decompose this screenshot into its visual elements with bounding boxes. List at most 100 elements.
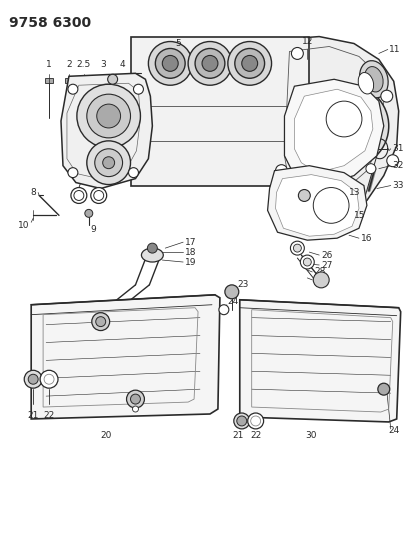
Circle shape: [303, 258, 311, 266]
Text: 3: 3: [100, 60, 105, 69]
Circle shape: [313, 188, 349, 223]
Text: 14: 14: [317, 194, 329, 203]
Polygon shape: [295, 89, 373, 173]
Circle shape: [188, 42, 232, 85]
Text: 24: 24: [228, 297, 239, 306]
Text: 24: 24: [389, 426, 400, 435]
Circle shape: [77, 84, 140, 148]
Circle shape: [228, 42, 272, 85]
Ellipse shape: [360, 61, 388, 98]
Circle shape: [147, 243, 157, 253]
Circle shape: [68, 168, 78, 177]
Circle shape: [97, 104, 121, 128]
Circle shape: [234, 413, 250, 429]
Text: 16: 16: [361, 233, 372, 243]
Text: 8: 8: [30, 188, 36, 197]
Circle shape: [40, 370, 58, 388]
Polygon shape: [45, 78, 53, 83]
Circle shape: [87, 141, 131, 184]
Text: 2: 2: [66, 60, 72, 69]
Ellipse shape: [358, 72, 374, 94]
Text: 28: 28: [314, 268, 325, 277]
Text: 11: 11: [389, 45, 400, 54]
Polygon shape: [124, 78, 133, 83]
Text: 6: 6: [96, 180, 102, 189]
Circle shape: [298, 190, 310, 201]
Text: 10: 10: [18, 221, 29, 230]
Circle shape: [126, 390, 145, 408]
Polygon shape: [105, 78, 112, 83]
Circle shape: [155, 49, 185, 78]
Circle shape: [235, 49, 265, 78]
Polygon shape: [276, 175, 359, 236]
Circle shape: [28, 374, 38, 384]
Text: 9758 6300: 9758 6300: [9, 15, 91, 30]
Text: 20: 20: [100, 431, 111, 440]
Circle shape: [290, 241, 304, 255]
Circle shape: [303, 209, 315, 221]
Polygon shape: [31, 295, 220, 419]
Circle shape: [133, 406, 138, 412]
Polygon shape: [85, 78, 93, 83]
Circle shape: [237, 416, 247, 426]
Circle shape: [129, 168, 138, 177]
Text: 5: 5: [176, 39, 181, 49]
Circle shape: [341, 120, 353, 132]
Circle shape: [250, 416, 261, 426]
Text: 1: 1: [46, 60, 52, 69]
Circle shape: [317, 96, 377, 156]
Circle shape: [85, 209, 93, 217]
Circle shape: [103, 157, 115, 168]
Polygon shape: [65, 78, 73, 83]
Circle shape: [131, 394, 140, 404]
Circle shape: [94, 190, 104, 200]
Text: 30: 30: [306, 431, 317, 440]
Circle shape: [91, 188, 107, 204]
Text: 9: 9: [90, 225, 96, 235]
Circle shape: [305, 84, 389, 168]
Circle shape: [291, 47, 303, 59]
Circle shape: [195, 49, 225, 78]
Circle shape: [276, 165, 288, 176]
Circle shape: [225, 285, 239, 299]
Text: 32: 32: [393, 161, 404, 170]
Text: 12: 12: [302, 37, 313, 46]
Circle shape: [331, 110, 363, 142]
Circle shape: [108, 74, 117, 84]
Text: 27: 27: [321, 261, 332, 270]
Circle shape: [74, 190, 84, 200]
Text: 13: 13: [349, 188, 360, 197]
Circle shape: [378, 383, 390, 395]
Text: 17: 17: [185, 238, 197, 247]
Circle shape: [248, 413, 264, 429]
Circle shape: [381, 90, 393, 102]
Ellipse shape: [141, 248, 163, 262]
Text: 4: 4: [120, 60, 125, 69]
Circle shape: [71, 188, 87, 204]
Polygon shape: [131, 37, 309, 185]
Polygon shape: [240, 300, 401, 422]
Text: 21: 21: [232, 431, 243, 440]
Circle shape: [133, 84, 143, 94]
Circle shape: [313, 272, 329, 288]
Ellipse shape: [365, 67, 383, 92]
Text: 18: 18: [185, 248, 197, 256]
Text: 23: 23: [238, 280, 249, 289]
Polygon shape: [267, 166, 367, 240]
Text: 22: 22: [250, 431, 261, 440]
Circle shape: [162, 55, 178, 71]
Polygon shape: [61, 74, 152, 189]
Circle shape: [293, 244, 301, 252]
Circle shape: [92, 313, 110, 330]
Polygon shape: [284, 79, 384, 185]
Circle shape: [219, 305, 229, 314]
Text: 29: 29: [314, 276, 325, 285]
Circle shape: [387, 155, 399, 167]
Circle shape: [366, 164, 376, 174]
Circle shape: [95, 149, 122, 176]
Text: 21: 21: [28, 411, 39, 420]
Circle shape: [202, 55, 218, 71]
Circle shape: [68, 84, 78, 94]
Circle shape: [326, 101, 362, 137]
Text: 19: 19: [185, 257, 197, 266]
